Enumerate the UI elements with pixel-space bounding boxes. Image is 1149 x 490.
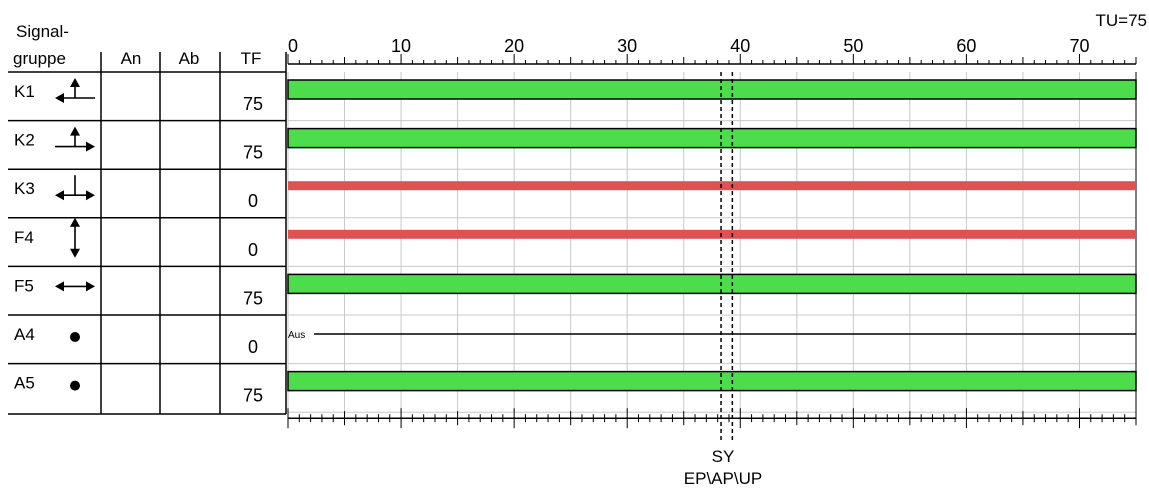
tick-label: 50 (843, 36, 863, 56)
header-tf: TF (241, 49, 262, 68)
header-an: An (121, 49, 142, 68)
tf-value: 0 (248, 337, 258, 357)
signal-group-rows: K1 75 K2 75 K3 0 F4 0 F5 75 A4 0 A5 75 (8, 71, 286, 406)
tick-label: 40 (730, 36, 750, 56)
green-phase-bar (287, 79, 1137, 100)
dot-icon (70, 332, 80, 342)
arrow-up-down-icon (70, 217, 80, 258)
tf-value: 0 (248, 191, 258, 211)
header-ab: Ab (179, 49, 200, 68)
red-phase-bar (288, 181, 1136, 191)
green-phase-bar (287, 273, 1137, 295)
signal-group-name: A4 (14, 325, 35, 344)
header-signal-line1: Signal- (16, 22, 69, 41)
signal-group-name: A5 (14, 374, 35, 393)
tf-value: 75 (243, 143, 263, 163)
time-axis: 0 10 20 30 40 50 60 70 (287, 36, 1137, 429)
signal-group-name: K2 (14, 131, 35, 150)
red-phase-bar (288, 229, 1136, 239)
tick-label: 20 (504, 36, 524, 56)
signal-group-name: F5 (14, 276, 34, 295)
arrow-left-up-icon (55, 78, 95, 103)
arrow-left-right-icon (55, 281, 95, 292)
sy-label: SY (712, 447, 735, 466)
signal-group-name: K3 (14, 179, 35, 198)
arrow-right-up-icon (55, 126, 95, 152)
tf-value: 0 (248, 240, 258, 260)
tf-value: 75 (243, 386, 263, 406)
cycle-time-label: TU=75 (1096, 11, 1148, 30)
header-signal-line2: gruppe (13, 49, 66, 68)
tick-label: 10 (391, 36, 411, 56)
tf-value: 75 (243, 94, 263, 114)
signal-group-name: F4 (14, 228, 34, 247)
table-frame (8, 52, 287, 415)
tick-label: 70 (1069, 36, 1089, 56)
green-phase-bar (287, 127, 1137, 149)
arrow-left-right-up-icon (55, 175, 95, 201)
green-phase-bar (287, 370, 1137, 392)
time-grid (287, 72, 1137, 413)
signal-group-name: K1 (14, 82, 35, 101)
tf-value: 75 (243, 288, 263, 308)
tick-label: 0 (288, 36, 298, 56)
tick-label: 30 (617, 36, 637, 56)
dot-icon (70, 380, 80, 391)
off-label: Aus (288, 330, 305, 341)
sync-markers (720, 72, 734, 443)
ep-ap-up-label: EP\AP\UP (684, 469, 762, 488)
tick-label: 60 (956, 36, 976, 56)
signal-bars: Aus (287, 79, 1137, 392)
